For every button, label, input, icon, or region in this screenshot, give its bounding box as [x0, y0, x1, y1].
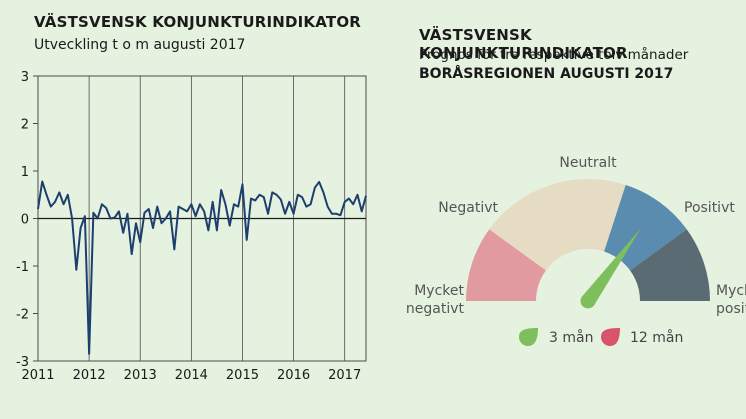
- gauge-segment-1: [489, 184, 572, 271]
- right-chart-subtitle: Prognos för tre respektive tolv månader: [419, 47, 689, 63]
- gauge-segment-2: [550, 178, 626, 252]
- x-tick-label: 2013: [124, 368, 157, 383]
- x-tick-label: 2017: [328, 368, 361, 383]
- y-tick-label: -2: [16, 308, 29, 323]
- x-tick-label: 2012: [73, 368, 106, 383]
- y-tick-label: 1: [21, 165, 29, 180]
- gauge-label-very-negative-1: Mycket: [414, 283, 464, 299]
- legend-label-3-man: 3 mån: [549, 329, 593, 346]
- x-tick-label: 2014: [175, 368, 208, 383]
- x-tick-label: 2011: [21, 368, 54, 383]
- gauge-label-very-positive-1: Mycket: [716, 283, 746, 299]
- y-tick-label: 3: [21, 70, 29, 85]
- needle-3-man: [581, 228, 641, 306]
- gauge-label-positive: Positivt: [684, 200, 735, 216]
- gauge-label-neutral: Neutralt: [559, 155, 617, 171]
- right-chart-title: VÄSTSVENSK KONJUNKTURINDIKATOR: [419, 26, 628, 62]
- legend-swatch-12-man: [601, 328, 620, 346]
- legend-swatch-3-man: [519, 328, 538, 346]
- gauge-label-very-positive-2: positivt: [716, 301, 746, 317]
- left-chart-title: VÄSTSVENSK KONJUNKTURINDIKATOR: [34, 13, 362, 31]
- needle-3-man-hub: [580, 293, 596, 309]
- x-tick-label: 2015: [226, 368, 259, 383]
- gauge-segment-4: [630, 229, 710, 301]
- left-chart-subtitle: Utveckling t o m augusti 2017: [34, 37, 246, 53]
- right-chart-region: BORÅSREGIONEN AUGUSTI 2017: [419, 66, 674, 82]
- gauge-label-very-negative-2: negativt: [406, 301, 465, 317]
- y-tick-label: 0: [21, 213, 29, 228]
- legend-label-12-man: 12 mån: [630, 329, 683, 346]
- y-tick-label: 2: [21, 118, 29, 133]
- gauge-label-negative: Negativt: [438, 200, 498, 216]
- gauge-segment-0: [466, 229, 546, 301]
- y-tick-label: -1: [16, 260, 29, 275]
- x-tick-label: 2016: [277, 368, 310, 383]
- series-line: [37, 180, 367, 355]
- y-tick-label: -3: [16, 355, 29, 370]
